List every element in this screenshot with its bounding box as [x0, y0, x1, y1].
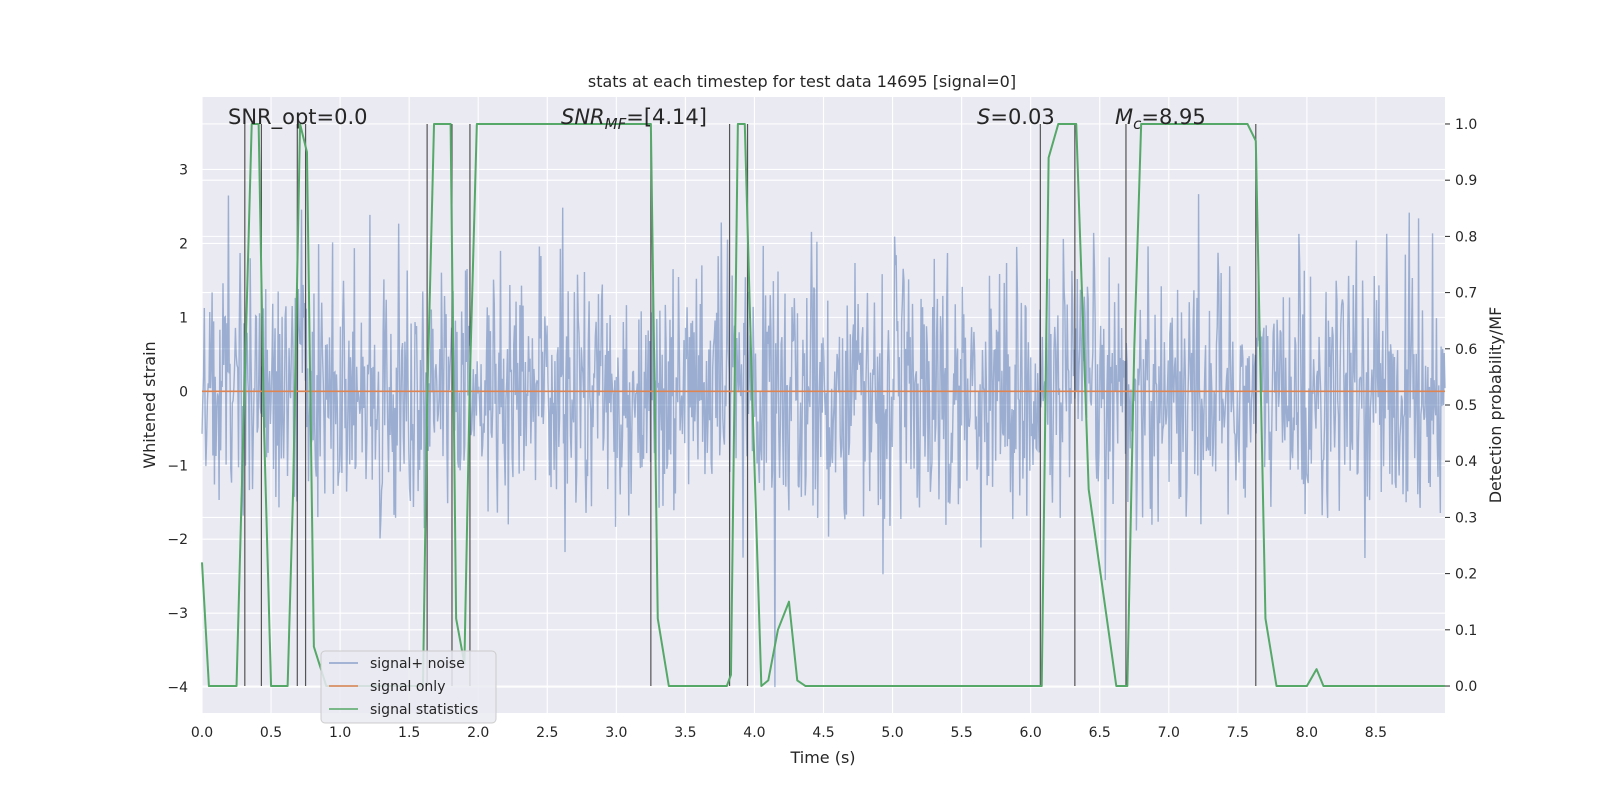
legend-label-signal-only: signal only	[370, 679, 445, 695]
y-right-tick-label: 0.1	[1455, 623, 1477, 639]
annotation-mc-subscript: c	[1133, 115, 1142, 133]
y-right-axis-ticks: 1.0 0.9 0.8 0.7 0.6 0.5 0.4 0.3 0.2 0.1 0.0	[1445, 117, 1477, 695]
annotation-snr-opt: SNR_opt=0.0	[228, 105, 368, 130]
x-tick-label: 0.0	[191, 725, 213, 741]
y-right-tick-label: 0.7	[1455, 286, 1477, 302]
y-left-tick-label: 3	[179, 162, 188, 178]
x-tick-label: 1.0	[329, 725, 351, 741]
x-tick-label: 2.5	[536, 725, 558, 741]
y-right-axis-label: Detection probability/MF	[1486, 307, 1505, 504]
x-tick-label: 0.5	[260, 725, 282, 741]
annotation-snr-mf-subscript: MF	[605, 115, 627, 133]
x-tick-label: 8.5	[1365, 725, 1387, 741]
x-tick-label: 8.0	[1296, 725, 1318, 741]
y-left-tick-label: −2	[167, 532, 188, 548]
x-axis-label: Time (s)	[789, 748, 855, 767]
y-right-tick-label: 0.0	[1455, 679, 1477, 695]
y-left-tick-label: 1	[179, 310, 188, 326]
legend: signal+ noise signal only signal statist…	[320, 650, 497, 724]
statistics-line	[201, 122, 1445, 688]
x-tick-label: 6.0	[1020, 725, 1042, 741]
y-left-axis-label: Whitened strain	[140, 341, 159, 468]
annotation-snr-mf: SNRMF=[4.14]	[561, 105, 707, 133]
legend-label-statistics: signal statistics	[370, 702, 478, 718]
x-tick-label: 3.5	[674, 725, 696, 741]
annotation-snr-mf-value: =[4.14]	[626, 105, 707, 129]
signal-noise-series	[201, 194, 1446, 688]
x-tick-label: 4.0	[743, 725, 765, 741]
annotation-s-value: =0.03	[990, 105, 1054, 129]
x-axis-ticks: 0.0 0.5 1.0 1.5 2.0 2.5 3.0 3.5 4.0 4.5 5.0 5.5 6.0 6…	[191, 725, 1387, 741]
y-right-tick-label: 0.4	[1455, 454, 1477, 470]
y-right-tick-label: 0.8	[1455, 229, 1477, 245]
annotation-s-var: S	[977, 105, 990, 129]
annotation-mc-var: M	[1115, 105, 1133, 129]
noise-path	[201, 194, 1446, 688]
annotation-mc-value: =8.95	[1141, 105, 1205, 129]
annotation-snr-mf-var: SNR	[561, 105, 605, 129]
y-left-tick-label: −3	[167, 606, 188, 622]
y-right-tick-label: 0.2	[1455, 567, 1477, 583]
y-right-tick-label: 1.0	[1455, 117, 1477, 133]
x-tick-label: 1.5	[398, 725, 420, 741]
x-tick-label: 3.0	[605, 725, 627, 741]
y-right-tick-label: 0.3	[1455, 510, 1477, 526]
y-left-axis-ticks: 3 2 1 0 −1 −2 −3 −4	[167, 162, 188, 696]
y-left-tick-label: −1	[167, 458, 188, 474]
legend-box	[320, 650, 497, 724]
y-left-tick-label: −4	[167, 680, 188, 696]
x-tick-label: 7.0	[1158, 725, 1180, 741]
x-tick-label: 5.0	[881, 725, 903, 741]
x-tick-label: 5.5	[950, 725, 972, 741]
y-left-tick-label: 2	[179, 236, 188, 252]
y-right-tick-label: 0.9	[1455, 173, 1477, 189]
x-tick-label: 4.5	[812, 725, 834, 741]
y-right-tick-label: 0.6	[1455, 342, 1477, 358]
x-tick-label: 6.5	[1089, 725, 1111, 741]
y-right-tick-label: 0.5	[1455, 398, 1477, 414]
y-left-tick-label: 0	[179, 384, 188, 400]
signal-statistics-series	[201, 122, 1445, 688]
chart-title: stats at each timestep for test data 146…	[588, 72, 1016, 91]
legend-label-noise: signal+ noise	[370, 656, 465, 672]
annotation-s: S=0.03	[977, 105, 1055, 129]
annotation-mc: Mc=8.95	[1115, 105, 1206, 133]
x-tick-label: 2.0	[467, 725, 489, 741]
x-tick-label: 7.5	[1227, 725, 1249, 741]
